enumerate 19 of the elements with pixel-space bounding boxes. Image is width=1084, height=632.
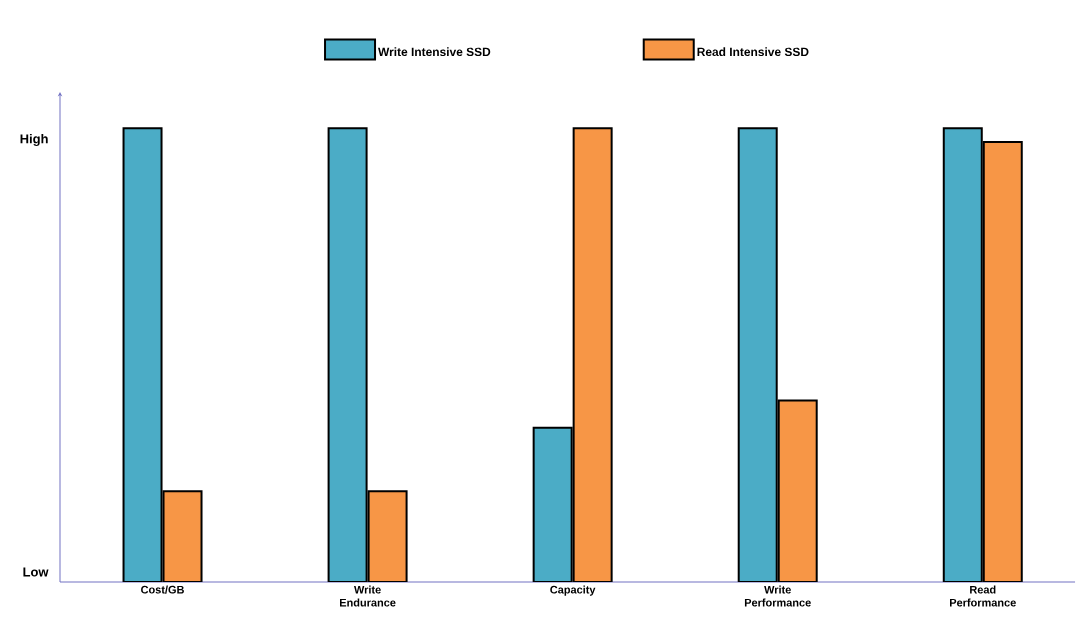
- legend-label: Read Intensive SSD: [697, 47, 809, 57]
- bar: [572, 127, 613, 582]
- x-tick-label: Write Performance: [744, 585, 811, 607]
- bar: [367, 490, 408, 582]
- legend-label: Write Intensive SSD: [378, 47, 491, 57]
- bar: [982, 140, 1023, 582]
- bar: [532, 426, 573, 582]
- x-tick-label: Cost/GB: [141, 585, 184, 594]
- bar: [327, 127, 368, 582]
- x-tick-label: Read Performance: [950, 585, 1016, 607]
- text: High: [20, 133, 48, 147]
- text: Low: [23, 567, 49, 577]
- x-tick-label: Capacity: [550, 585, 596, 596]
- bar: [162, 490, 203, 582]
- bar: [737, 127, 778, 582]
- bar: [777, 399, 818, 582]
- x-tick-label: Write Endurance: [340, 585, 396, 607]
- bar: [942, 127, 983, 582]
- bar: [122, 127, 163, 582]
